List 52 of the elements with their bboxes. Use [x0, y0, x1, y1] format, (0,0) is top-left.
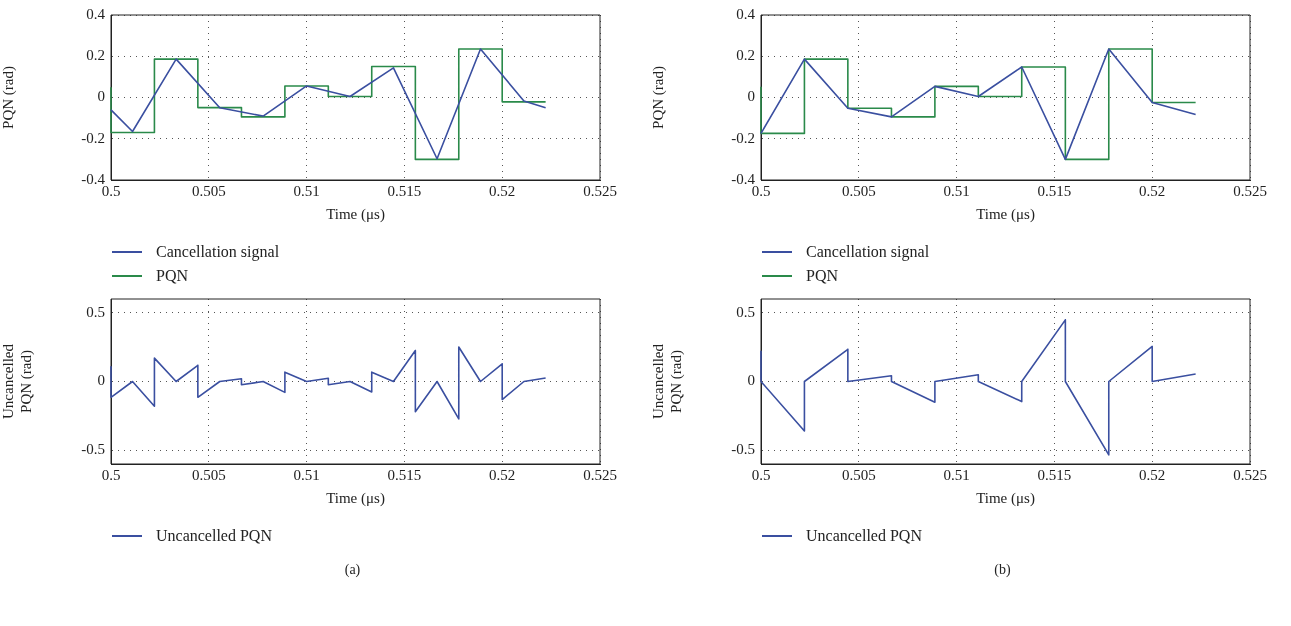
text: (a): [343, 562, 362, 578]
y-tick-label: 0: [747, 372, 755, 389]
text: (b): [993, 562, 1012, 578]
x-tick-label: 0.515: [1037, 182, 1072, 199]
x-tick-label: 0.505: [841, 466, 876, 483]
legend-label: Cancellation signal: [156, 243, 280, 261]
y-tick-label: 0.5: [86, 303, 105, 320]
x-tick-label: 0.525: [583, 182, 617, 199]
y-axis-title: Uncancelled PQN (rad): [649, 343, 685, 419]
y-axis-title: PQN (rad): [649, 66, 667, 129]
x-tick-label: 0.51: [293, 466, 320, 483]
y-tick-label: 0.4: [86, 5, 106, 22]
y-tick-label: -0.2: [81, 129, 105, 146]
x-tick-label: 0.525: [1233, 466, 1267, 483]
y-tick-label: 0.4: [736, 5, 756, 22]
x-tick-label: 0.51: [943, 182, 970, 199]
y-tick-label: 0: [97, 372, 105, 389]
legend-label: PQN: [806, 267, 839, 285]
x-axis-title: Time (μs): [976, 489, 1035, 507]
x-tick-label: 0.505: [841, 182, 876, 199]
y-tick-label: 0.5: [736, 303, 755, 320]
y-tick-label: 0: [747, 88, 755, 105]
y-tick-label: -0.4: [731, 170, 756, 187]
x-tick-label: 0.515: [1037, 466, 1072, 483]
x-tick-label: 0.52: [489, 182, 516, 199]
x-tick-label: 0.51: [293, 182, 320, 199]
x-tick-label: 0.52: [489, 466, 516, 483]
y-tick-label: -0.2: [731, 129, 755, 146]
x-tick-label: 0.515: [387, 182, 422, 199]
legend-label: Uncancelled PQN: [156, 527, 272, 545]
legend-label: Uncancelled PQN: [806, 527, 922, 545]
y-tick-label: 0: [97, 88, 105, 105]
y-tick-label: 0.2: [86, 47, 105, 64]
x-tick-label: 0.505: [191, 466, 226, 483]
y-tick-label: -0.4: [81, 170, 106, 187]
x-tick-label: 0.505: [191, 182, 226, 199]
x-tick-label: 0.52: [1139, 182, 1166, 199]
y-axis-title: PQN (rad): [0, 66, 17, 129]
y-tick-label: -0.5: [81, 441, 105, 458]
y-tick-label: 0.2: [736, 47, 755, 64]
x-axis-title: Time (μs): [326, 205, 385, 223]
x-axis-title: Time (μs): [976, 205, 1035, 223]
x-tick-label: 0.515: [387, 466, 422, 483]
legend-label: PQN: [156, 267, 189, 285]
x-tick-label: 0.52: [1139, 466, 1166, 483]
x-axis-title: Time (μs): [326, 489, 385, 507]
y-axis-title: Uncancelled PQN (rad): [0, 343, 35, 419]
y-tick-label: -0.5: [731, 441, 755, 458]
x-tick-label: 0.525: [1233, 182, 1267, 199]
x-tick-label: 0.525: [583, 466, 617, 483]
legend-label: Cancellation signal: [806, 243, 930, 261]
x-tick-label: 0.51: [943, 466, 970, 483]
